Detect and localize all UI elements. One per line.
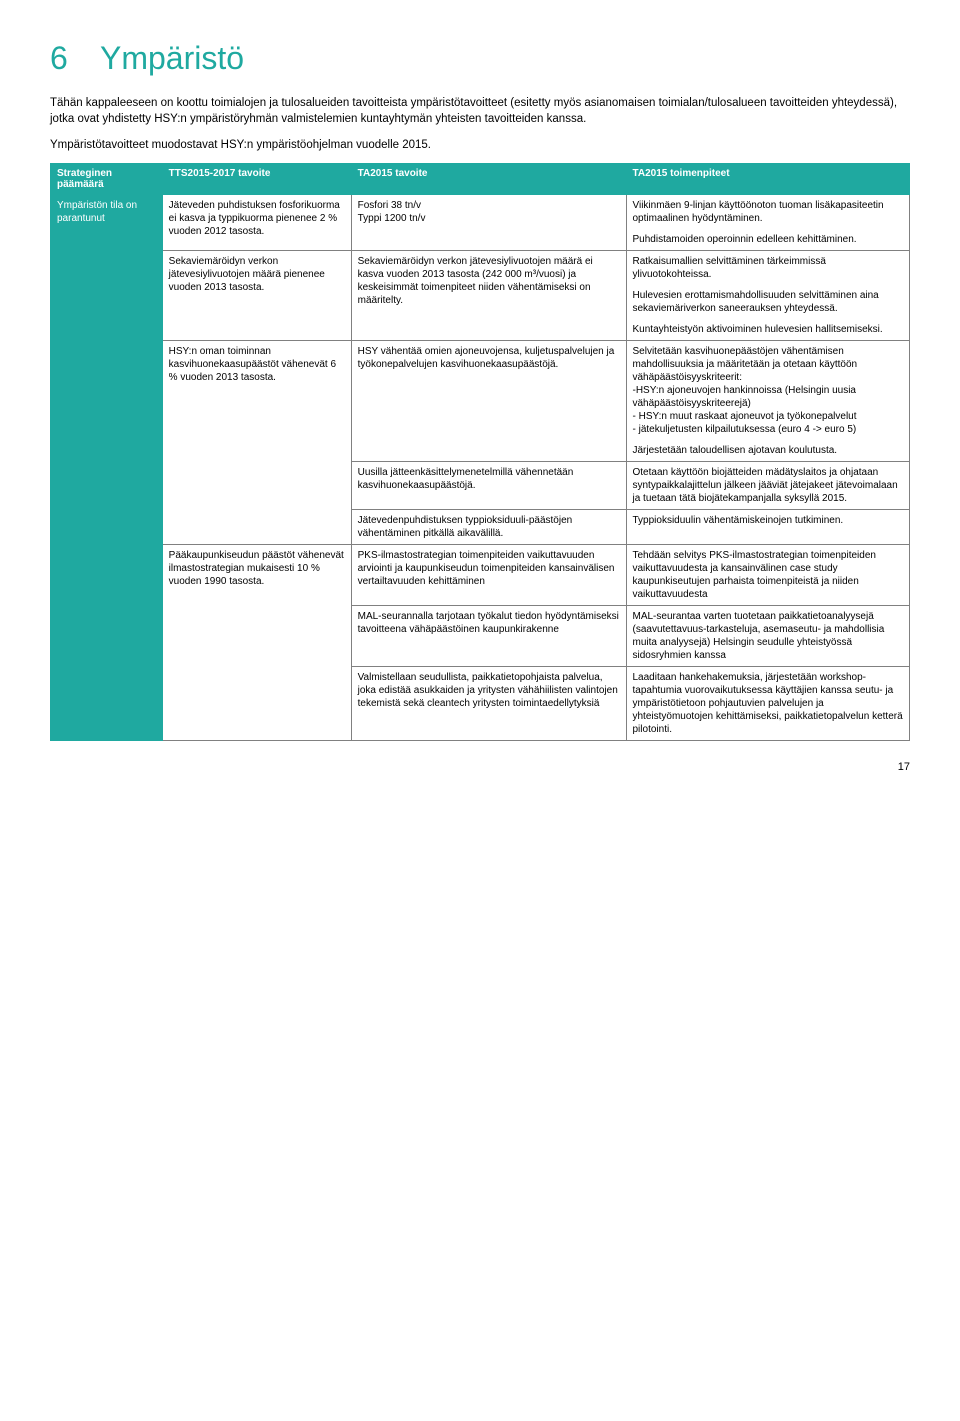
table-row: HSY:n oman toiminnan kasvihuonekaasupääs… [51, 341, 910, 462]
table-header-row: Strateginen päämäärä TTS2015-2017 tavoit… [51, 164, 910, 195]
col-header-ta-action: TA2015 toimenpiteet [626, 164, 910, 195]
ta-goal-cell: Sekaviemäröidyn verkon jätevesiylivuotoj… [351, 251, 626, 341]
page-number: 17 [50, 761, 910, 773]
chapter-heading: 6Ympäristö [50, 40, 910, 77]
ta-action-cell: Typpioksiduulin vähentämiskeinojen tutki… [626, 510, 910, 545]
tts-cell: Sekaviemäröidyn verkon jätevesiylivuotoj… [162, 251, 351, 341]
tts-cell: HSY:n oman toiminnan kasvihuonekaasupääs… [162, 341, 351, 545]
ta-action-cell: Selvitetään kasvihuonepäästöjen vähentäm… [626, 341, 910, 462]
ta-action-cell: Viikinmäen 9-linjan käyttöönoton tuoman … [626, 195, 910, 251]
col-header-tts: TTS2015-2017 tavoite [162, 164, 351, 195]
ta-goal-cell: Valmistellaan seudullista, paikkatietopo… [351, 667, 626, 741]
ta-goal-cell: Jätevedenpuhdistuksen typpioksiduuli-pää… [351, 510, 626, 545]
ta-action-cell: MAL-seurantaa varten tuotetaan paikkatie… [626, 606, 910, 667]
chapter-title: Ympäristö [100, 40, 244, 76]
intro-paragraph-2: Ympäristötavoitteet muodostavat HSY:n ym… [50, 137, 910, 153]
ta-goal-cell: MAL-seurannalla tarjotaan työkalut tiedo… [351, 606, 626, 667]
tts-cell: Pääkaupunkiseudun päästöt vähenevät ilma… [162, 545, 351, 741]
col-header-strategic: Strateginen päämäärä [51, 164, 163, 195]
ta-goal-cell: PKS-ilmastostrategian toimenpiteiden vai… [351, 545, 626, 606]
ta-goal-cell: HSY vähentää omien ajoneuvojensa, kuljet… [351, 341, 626, 462]
table-row: Sekaviemäröidyn verkon jätevesiylivuotoj… [51, 251, 910, 341]
ta-action-cell: Ratkaisumallien selvittäminen tärkeimmis… [626, 251, 910, 341]
tts-cell: Jäteveden puhdistuksen fosforikuorma ei … [162, 195, 351, 251]
col-header-ta-goal: TA2015 tavoite [351, 164, 626, 195]
intro-paragraph-1: Tähän kappaleeseen on koottu toimialojen… [50, 95, 910, 127]
strategic-goal-cell: Ympäristön tila on parantunut [51, 195, 163, 741]
goals-table: Strateginen päämäärä TTS2015-2017 tavoit… [50, 163, 910, 741]
table-row: Pääkaupunkiseudun päästöt vähenevät ilma… [51, 545, 910, 606]
chapter-number: 6 [50, 40, 100, 77]
table-row: Ympäristön tila on parantunutJäteveden p… [51, 195, 910, 251]
ta-action-cell: Laaditaan hankehakemuksia, järjestetään … [626, 667, 910, 741]
ta-goal-cell: Uusilla jätteenkäsittelymenetelmillä väh… [351, 462, 626, 510]
ta-action-cell: Otetaan käyttöön biojätteiden mädätyslai… [626, 462, 910, 510]
ta-action-cell: Tehdään selvitys PKS-ilmastostrategian t… [626, 545, 910, 606]
ta-goal-cell: Fosfori 38 tn/vTyppi 1200 tn/v [351, 195, 626, 251]
